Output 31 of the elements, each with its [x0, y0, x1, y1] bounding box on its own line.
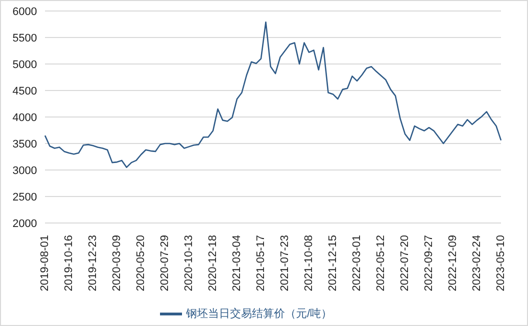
- x-tick-label: 2019-10-16: [63, 235, 75, 292]
- x-tick-label: 2021-03-04: [231, 235, 243, 292]
- y-tick-label: 5000: [12, 58, 37, 71]
- x-tick-label: 2019-08-01: [39, 235, 51, 292]
- line-series: [44, 21, 502, 168]
- x-tick-label: 2022-03-01: [351, 235, 363, 292]
- y-tick-label: 4500: [12, 85, 37, 98]
- x-tick-label: 2021-10-08: [303, 235, 315, 292]
- x-tick-label: 2020-03-09: [111, 235, 123, 292]
- x-tick-label: 2020-07-29: [159, 235, 171, 292]
- x-tick-label: 2023-05-10: [495, 235, 507, 292]
- x-tick-label: 2021-12-15: [327, 235, 339, 292]
- y-tick-label: 4000: [12, 112, 37, 124]
- y-tick-label: 3500: [12, 138, 37, 150]
- x-tick-label: 2022-12-09: [447, 235, 459, 292]
- y-tick-label: 3000: [12, 164, 37, 177]
- x-tick-label: 2021-05-17: [255, 235, 267, 292]
- y-tick-label: 2500: [12, 191, 37, 204]
- x-tick-label: 2019-12-23: [87, 235, 99, 292]
- x-tick-label: 2020-10-13: [183, 235, 195, 292]
- legend-label: 钢坯当日交易结算价（元/吨）: [186, 308, 332, 320]
- y-tick-label: 6000: [12, 6, 37, 18]
- x-tick-label: 2021-07-23: [279, 235, 291, 292]
- x-tick-label: 2022-07-20: [399, 235, 411, 292]
- x-tick-label: 2022-09-27: [423, 235, 435, 292]
- x-tick-label: 2020-12-18: [207, 235, 219, 292]
- y-tick-label: 2000: [12, 218, 37, 230]
- y-tick-label: 5500: [12, 32, 37, 44]
- x-tick-label: 2023-02-24: [471, 235, 483, 292]
- x-tick-label: 2022-05-12: [375, 235, 387, 292]
- x-tick-label: 2020-05-20: [135, 235, 147, 292]
